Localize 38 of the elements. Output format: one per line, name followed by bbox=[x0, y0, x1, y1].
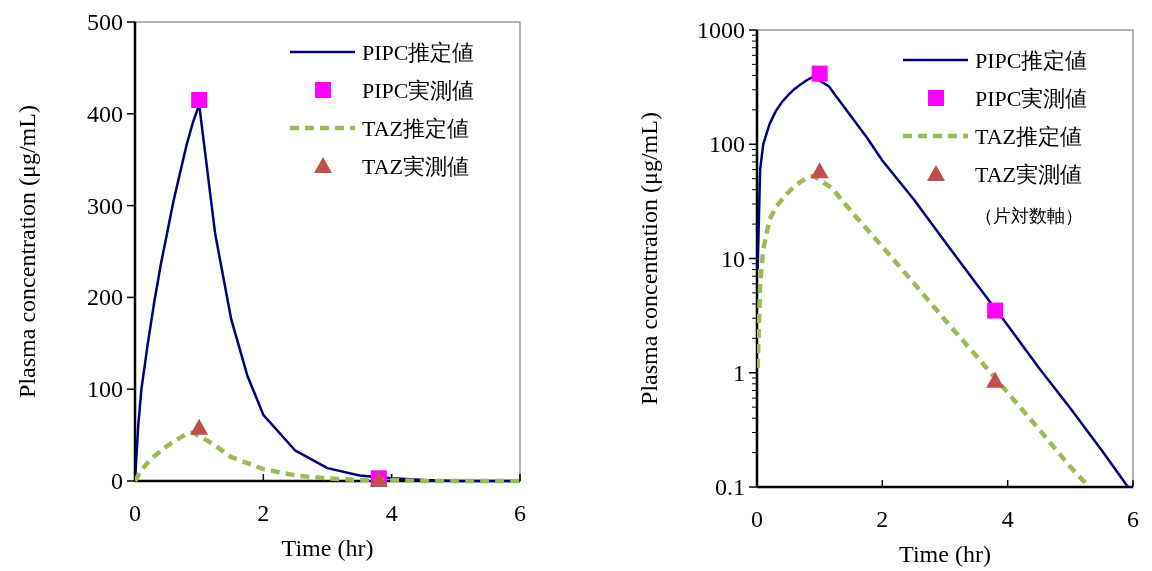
x-tick-label: 4 bbox=[1001, 506, 1014, 532]
y-tick-label: 400 bbox=[87, 100, 123, 127]
y-tick-label: 500 bbox=[87, 9, 123, 35]
point bbox=[190, 418, 209, 435]
y-tick-label: 0 bbox=[111, 468, 123, 494]
x-tick-label: 2 bbox=[876, 506, 889, 532]
annotation: （片対数軸） bbox=[975, 206, 1083, 226]
x-tick-label: 6 bbox=[1127, 506, 1139, 532]
legend-label: TAZ実測値 bbox=[975, 161, 1083, 187]
y-tick-label: 200 bbox=[87, 284, 123, 311]
legend-label: TAZ実測値 bbox=[362, 153, 470, 179]
y-tick-label: 100 bbox=[709, 131, 745, 158]
legend-label: PIPC実測値 bbox=[975, 85, 1088, 111]
legend-label: TAZ推定値 bbox=[362, 115, 470, 141]
y-tick-label: 0.1 bbox=[715, 474, 745, 500]
point bbox=[986, 371, 1005, 388]
legend-label: PIPC推定値 bbox=[362, 39, 475, 65]
legend-label: PIPC実測値 bbox=[362, 77, 475, 103]
x-tick-label: 0 bbox=[129, 500, 141, 526]
x-tick-label: 4 bbox=[385, 500, 398, 526]
x-axis-title: Time (hr) bbox=[899, 541, 991, 567]
point bbox=[811, 65, 828, 82]
y-axis-title: Plasma concentration (μg/mL) bbox=[636, 112, 662, 405]
y-tick-label: 300 bbox=[87, 192, 123, 219]
x-tick-label: 2 bbox=[257, 500, 270, 526]
x-axis-title: Time (hr) bbox=[281, 535, 374, 561]
legend-label: PIPC推定値 bbox=[975, 47, 1088, 73]
y-tick-label: 10 bbox=[721, 245, 745, 272]
x-tick-label: 0 bbox=[751, 506, 763, 532]
point bbox=[191, 92, 208, 109]
y-tick-label: 100 bbox=[87, 376, 123, 403]
point bbox=[987, 302, 1004, 319]
legend-label: TAZ推定値 bbox=[975, 123, 1083, 149]
y-tick-label: 1 bbox=[733, 359, 745, 386]
x-tick-label: 6 bbox=[514, 500, 526, 526]
y-tick-label: 1000 bbox=[697, 17, 745, 43]
y-axis-title: Plasma concentration (μg/mL) bbox=[14, 105, 40, 398]
point bbox=[810, 162, 829, 179]
